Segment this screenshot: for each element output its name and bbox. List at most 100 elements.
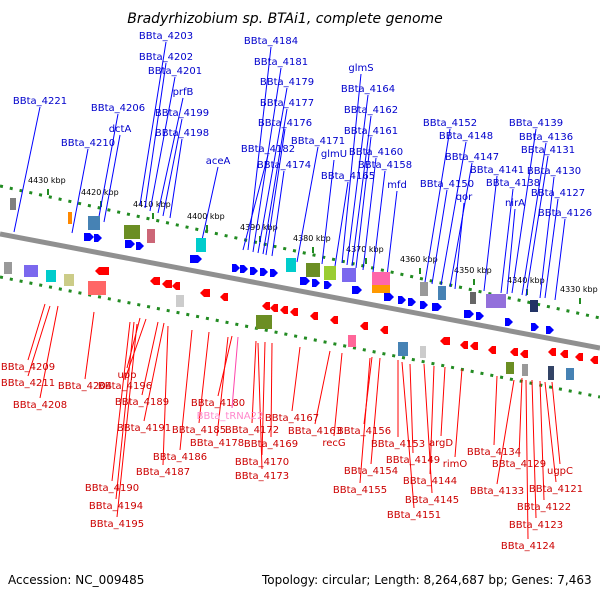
gene-label-acea[interactable]: aceA (206, 156, 231, 167)
leader-line (144, 62, 167, 209)
gene-label-mfd[interactable]: mfd (387, 180, 407, 191)
gene-label-bbta-4158[interactable]: BBta_4158 (358, 160, 412, 171)
gene-label-bbta-4153[interactable]: BBta_4153 (371, 439, 425, 450)
gene-label-glms[interactable]: glmS (348, 63, 373, 74)
gene-label-bbta-4184[interactable]: BBta_4184 (244, 36, 298, 47)
gene-label-bbta-4189[interactable]: BBta_4189 (115, 397, 169, 408)
gene-label-prfb[interactable]: prfB (173, 87, 194, 98)
gene-label-bbta-4173[interactable]: BBta_4173 (235, 471, 289, 482)
gene-label-bbta-4167[interactable]: BBta_4167 (265, 413, 319, 424)
gene-label-bbta-4195[interactable]: BBta_4195 (90, 519, 144, 530)
gene-label-bbta-4203[interactable]: BBta_4203 (139, 31, 193, 42)
gene-label-recg[interactable]: recG (322, 438, 345, 449)
gene-label-bbta-4164[interactable]: BBta_4164 (341, 84, 395, 95)
gene-label-bbta-4145[interactable]: BBta_4145 (405, 495, 459, 506)
gene-label-bbta-4196[interactable]: BBta_4196 (98, 381, 152, 392)
gene-label-bbta-4209[interactable]: BBta_4209 (1, 362, 55, 373)
gene-label-bbta-4190[interactable]: BBta_4190 (85, 483, 139, 494)
gene-label-bbta-4123[interactable]: BBta_4123 (509, 520, 563, 531)
gene-label-bbta-4126[interactable]: BBta_4126 (538, 208, 592, 219)
gene-label-qor[interactable]: qor (456, 192, 473, 203)
gene-label-bbta-4185[interactable]: BBta_4185 (172, 425, 226, 436)
gene-label-bbta-4179[interactable]: BBta_4179 (260, 77, 314, 88)
reverse-gene-arrow (510, 348, 518, 356)
gene-label-bbta-4177[interactable]: BBta_4177 (260, 98, 314, 109)
gene-label-bbta-4144[interactable]: BBta_4144 (403, 476, 457, 487)
gene-label-dcta[interactable]: dctA (109, 124, 132, 135)
gene-label-glmu[interactable]: glmU (321, 149, 347, 160)
leader-line (372, 170, 386, 273)
gene-label-bbta-4204[interactable]: BBta_4204 (58, 381, 112, 392)
gene-label-bbta-4138[interactable]: BBta_4138 (486, 178, 540, 189)
gene-label-bbta-4206[interactable]: BBta_4206 (91, 103, 145, 114)
gene-label-bbta-4124[interactable]: BBta_4124 (501, 541, 555, 552)
scale-label: 4430 kbp (28, 176, 66, 185)
leader-line (551, 381, 561, 465)
gene-label-bbta-4191[interactable]: BBta_4191 (117, 423, 171, 434)
gene-label-bbta-4154[interactable]: BBta_4154 (344, 466, 398, 477)
gene-label-bbta-4208[interactable]: BBta_4208 (13, 400, 67, 411)
gene-label-bbta-trna22[interactable]: BBta_tRNA22 (197, 411, 264, 422)
feature-block (68, 212, 72, 224)
gene-label-bbta-4131[interactable]: BBta_4131 (521, 145, 575, 156)
gene-label-bbta-4121[interactable]: BBta_4121 (529, 484, 583, 495)
gene-label-bbta-4162[interactable]: BBta_4162 (344, 105, 398, 116)
gene-label-bbta-4221[interactable]: BBta_4221 (13, 96, 67, 107)
gene-label-nira[interactable]: nirA (505, 198, 525, 209)
gene-label-bbta-4130[interactable]: BBta_4130 (527, 166, 581, 177)
gene-label-bbta-4141[interactable]: BBta_4141 (470, 165, 524, 176)
gene-label-bbta-4180[interactable]: BBta_4180 (191, 398, 245, 409)
feature-block (88, 216, 100, 230)
gene-label-bbta-4194[interactable]: BBta_4194 (89, 501, 143, 512)
forward-gene-arrow (464, 310, 474, 318)
gene-label-bbta-4127[interactable]: BBta_4127 (531, 188, 585, 199)
leader-line (409, 363, 414, 454)
gene-label-bbta-4211[interactable]: BBta_4211 (1, 378, 55, 389)
gene-label-bbta-4174[interactable]: BBta_4174 (257, 160, 311, 171)
gene-label-bbta-4165[interactable]: BBta_4165 (321, 171, 375, 182)
gene-label-ugpc[interactable]: ugpC (547, 466, 573, 477)
gene-label-bbta-4199[interactable]: BBta_4199 (155, 108, 209, 119)
gene-label-bbta-4129[interactable]: BBta_4129 (492, 459, 546, 470)
gene-label-bbta-4198[interactable]: BBta_4198 (155, 128, 209, 139)
gene-label-bbta-4152[interactable]: BBta_4152 (423, 118, 477, 129)
gene-label-bbta-4136[interactable]: BBta_4136 (519, 132, 573, 143)
gene-label-bbta-4161[interactable]: BBta_4161 (344, 126, 398, 137)
gene-label-bbta-4139[interactable]: BBta_4139 (509, 118, 563, 129)
gene-label-bbta-4155[interactable]: BBta_4155 (333, 485, 387, 496)
feature-block (196, 238, 206, 252)
gene-label-bbta-4201[interactable]: BBta_4201 (148, 66, 202, 77)
gene-label-bbta-4186[interactable]: BBta_4186 (153, 452, 207, 463)
gene-label-bbta-4170[interactable]: BBta_4170 (235, 457, 289, 468)
gene-label-upp[interactable]: upp (117, 370, 136, 381)
scale-labels: 4430 kbp 4420 kbp 4410 kbp 4400 kbp 4390 kbp… (28, 176, 598, 304)
reverse-gene-arrow (548, 348, 556, 356)
feature-block (548, 366, 554, 380)
gene-label-bbta-4169[interactable]: BBta_4169 (244, 439, 298, 450)
reverse-gene-arrow (460, 341, 468, 349)
gene-label-bbta-4149[interactable]: BBta_4149 (386, 455, 440, 466)
reverse-leader-lines (27, 303, 561, 540)
gene-label-bbta-4171[interactable]: BBta_4171 (291, 136, 345, 147)
gene-label-bbta-4160[interactable]: BBta_4160 (349, 147, 403, 158)
gene-label-bbta-4172[interactable]: BBta_4172 (225, 425, 279, 436)
gene-label-bbta-4181[interactable]: BBta_4181 (254, 57, 308, 68)
gene-label-bbta-4187[interactable]: BBta_4187 (136, 467, 190, 478)
gene-label-bbta-4178[interactable]: BBta_4178 (190, 438, 244, 449)
gene-label-bbta-4210[interactable]: BBta_4210 (61, 138, 115, 149)
gene-label-bbta-4176[interactable]: BBta_4176 (258, 118, 312, 129)
gene-label-bbta-4133[interactable]: BBta_4133 (470, 486, 524, 497)
gene-label-bbta-4156[interactable]: BBta_4156 (337, 426, 391, 437)
gene-label-bbta-4163[interactable]: BBta_4163 (288, 426, 342, 437)
gene-label-bbta-4122[interactable]: BBta_4122 (517, 502, 571, 513)
gene-label-bbta-4148[interactable]: BBta_4148 (439, 131, 493, 142)
gene-label-bbta-4134[interactable]: BBta_4134 (467, 447, 521, 458)
gene-label-rimo[interactable]: rimO (443, 459, 468, 470)
leader-line (141, 321, 159, 396)
gene-label-bbta-4147[interactable]: BBta_4147 (445, 152, 499, 163)
gene-label-argd[interactable]: argD (429, 438, 453, 449)
gene-label-bbta-4150[interactable]: BBta_4150 (420, 179, 474, 190)
gene-label-bbta-4151[interactable]: BBta_4151 (387, 510, 441, 521)
gene-label-bbta-4202[interactable]: BBta_4202 (139, 52, 193, 63)
gene-label-bbta-4182[interactable]: BBta_4182 (241, 144, 295, 155)
